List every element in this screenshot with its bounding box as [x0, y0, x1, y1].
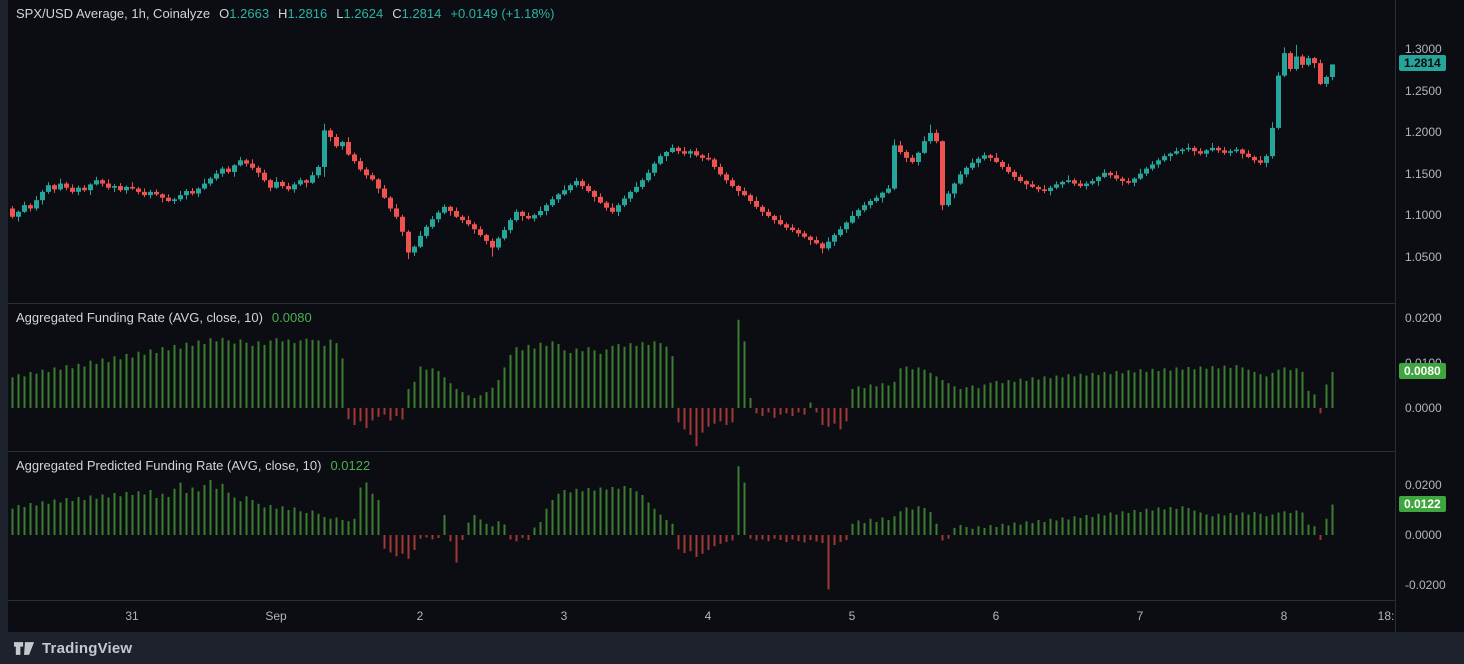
high-value: 1.2816 — [287, 6, 328, 21]
predicted-funding-rate-pane[interactable]: Aggregated Predicted Funding Rate (AVG, … — [8, 452, 1395, 601]
time-tick-label: 2 — [416, 609, 424, 623]
axis-tick-label: -0.0200 — [1405, 578, 1446, 592]
close-value: 1.2814 — [401, 6, 442, 21]
price-pane-legend[interactable]: SPX/USD Average, 1h, Coinalyze O1.2663 H1.… — [16, 6, 554, 21]
axis-tick-label: 1.2500 — [1405, 83, 1442, 98]
funding-indicator-title: Aggregated Funding Rate (AVG, close, 10) — [16, 310, 263, 325]
time-axis[interactable]: 31 Sep 2 3 4 5 6 7 8 18: — [8, 601, 1395, 632]
axis-tick-label: 1.1000 — [1405, 208, 1442, 223]
predicted-current-value: 0.0122 — [330, 458, 371, 473]
time-tick-label: 31 — [125, 609, 139, 623]
funding-histogram[interactable] — [8, 304, 1395, 452]
last-price-badge: 1.2814 — [1399, 55, 1446, 72]
open-prefix: O — [219, 6, 230, 21]
high-prefix: H — [278, 6, 288, 21]
time-tick-label: 4 — [704, 609, 712, 623]
price-pane[interactable]: SPX/USD Average, 1h, Coinalyze O1.2663 H1.… — [8, 0, 1395, 304]
close-prefix: C — [392, 6, 402, 21]
time-tick-label: Sep — [265, 609, 287, 623]
time-tick-label: 5 — [848, 609, 856, 623]
axis-tick-label: 0.0200 — [1405, 478, 1442, 492]
axis-tick-label: 1.0500 — [1405, 249, 1442, 264]
funding-pane-legend[interactable]: Aggregated Funding Rate (AVG, close, 10)… — [16, 310, 312, 325]
time-tick-label: 7 — [1136, 609, 1144, 623]
predicted-funding-histogram[interactable] — [8, 452, 1395, 601]
left-toolbar-strip — [0, 0, 8, 632]
bottom-toolbar: TradingView — [0, 632, 1464, 664]
candlestick-plot[interactable] — [8, 0, 1395, 304]
funding-current-value: 0.0080 — [271, 310, 312, 325]
chart-area: SPX/USD Average, 1h, Coinalyze O1.2663 H1.… — [8, 0, 1395, 632]
axis-tick-label: 0.0000 — [1405, 400, 1442, 415]
low-prefix: L — [336, 6, 344, 21]
low-value: 1.2624 — [343, 6, 384, 21]
symbol-title: SPX/USD Average, 1h, Coinalyze — [16, 6, 211, 21]
predicted-indicator-title: Aggregated Predicted Funding Rate (AVG, … — [16, 458, 322, 473]
tradingview-logo-icon — [14, 641, 35, 655]
axis-tick-label: 0.0200 — [1405, 310, 1442, 325]
axis-tick-label: 1.3000 — [1405, 42, 1442, 56]
axis-tick-label: 0.0000 — [1405, 528, 1442, 542]
time-tick-label: 8 — [1280, 609, 1288, 623]
tradingview-logo-text: TradingView — [42, 639, 133, 657]
open-value: 1.2663 — [229, 6, 270, 21]
price-axis[interactable]: 1.3000 1.2500 1.2000 1.1500 1.1000 1.0500 1.28… — [1395, 0, 1464, 632]
time-tick-label: 6 — [992, 609, 1000, 623]
change-value: +0.0149 (+1.18%) — [450, 6, 555, 21]
time-tick-label: 3 — [560, 609, 568, 623]
funding-rate-pane[interactable]: Aggregated Funding Rate (AVG, close, 10)… — [8, 304, 1395, 452]
funding-value-badge: 0.0080 — [1399, 362, 1446, 379]
axis-tick-label: 1.2000 — [1405, 125, 1442, 140]
time-tick-label: 18: — [1377, 609, 1395, 623]
predicted-value-badge: 0.0122 — [1399, 495, 1446, 512]
tradingview-logo[interactable]: TradingView — [14, 640, 132, 657]
predicted-pane-legend[interactable]: Aggregated Predicted Funding Rate (AVG, … — [16, 458, 370, 473]
axis-tick-label: 1.1500 — [1405, 166, 1442, 181]
